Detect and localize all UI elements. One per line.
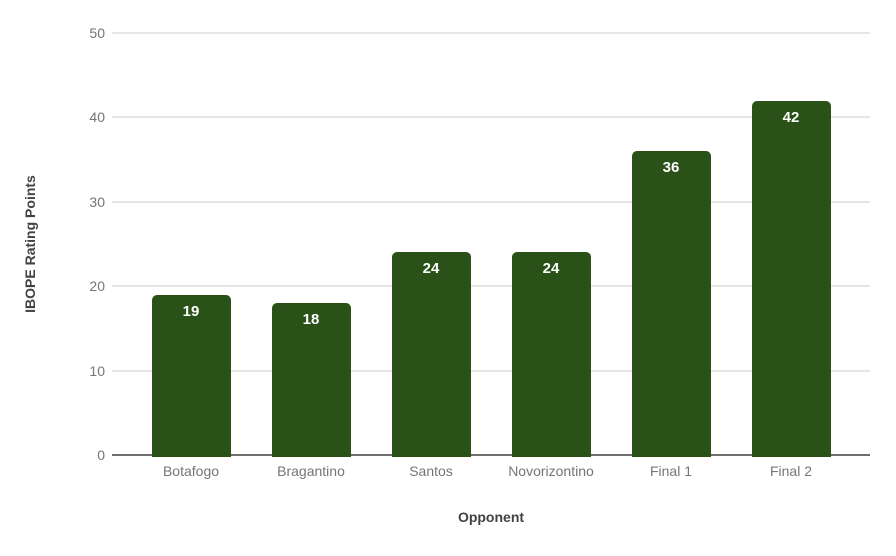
bar-value-label: 24 [422,260,440,278]
x-category-label: Final 2 [769,463,813,479]
bar: 24 [391,252,471,457]
y-tick-label: 20 [89,278,105,295]
gridline [112,116,870,119]
bar-value-label: 36 [662,159,680,177]
bar: 42 [751,100,831,457]
y-tick-label: 50 [89,25,105,41]
x-category-label: Bragantino [277,463,345,479]
y-tick-label: 30 [89,193,105,210]
y-tick-label: 40 [89,109,105,126]
x-axis-baseline [112,454,870,456]
y-axis-title: IBOPE Rating Points [22,175,38,313]
y-tick-label: 0 [97,447,105,463]
bar: 36 [631,151,711,457]
gridline [112,32,870,34]
gridline [112,369,870,372]
bar-value-label: 42 [782,108,800,126]
gridline [112,200,870,203]
bar-value-label: 18 [302,311,320,329]
x-axis-title: Opponent [457,509,525,525]
bar: 19 [151,294,231,457]
bar: 18 [271,303,351,457]
y-tick-label: 10 [89,362,105,379]
x-category-label: Santos [409,463,453,479]
bar-value-label: 19 [182,302,200,320]
bar: 24 [511,252,591,457]
bar-value-label: 24 [542,260,560,278]
gridline [112,285,870,288]
x-category-label: Botafogo [162,463,220,479]
x-category-label: Novorizontino [508,463,594,479]
x-category-label: Final 1 [649,463,693,479]
